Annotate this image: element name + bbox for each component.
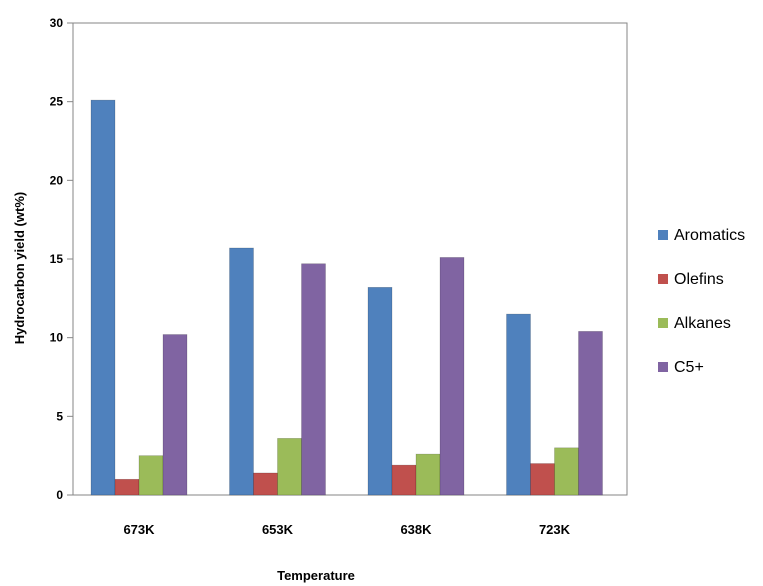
y-tick-label: 5 bbox=[56, 409, 63, 423]
legend-swatch bbox=[658, 274, 668, 284]
bar-olefins-2 bbox=[391, 464, 417, 496]
y-tick-label: 30 bbox=[50, 16, 64, 30]
bar-aromatics-1 bbox=[229, 247, 254, 496]
legend-swatch bbox=[658, 318, 668, 328]
legend-label: Aromatics bbox=[674, 227, 745, 244]
legend-label: Olefins bbox=[674, 271, 724, 288]
bar-aromatics-3 bbox=[506, 313, 531, 496]
bar-c5-2 bbox=[439, 257, 465, 496]
x-axis-categories: 673K 653K 638K 723K bbox=[123, 522, 570, 537]
bar-c5-1 bbox=[301, 263, 326, 496]
bar-alkanes-0 bbox=[138, 455, 164, 496]
bar-olefins-3 bbox=[530, 463, 555, 496]
legend-swatch bbox=[658, 362, 668, 372]
legend-label: C5+ bbox=[674, 359, 704, 376]
y-tick-label: 15 bbox=[50, 252, 64, 266]
bar-alkanes-3 bbox=[554, 447, 579, 496]
legend-swatch bbox=[658, 230, 668, 240]
x-category-label: 673K bbox=[123, 522, 155, 537]
bar-alkanes-2 bbox=[415, 453, 441, 496]
bar-aromatics-2 bbox=[367, 287, 393, 496]
bar-c5-3 bbox=[578, 331, 603, 496]
x-axis-title: Temperature bbox=[277, 568, 355, 583]
y-tick-label: 25 bbox=[50, 95, 64, 109]
y-tick-label: 20 bbox=[50, 173, 64, 187]
bar-olefins-0 bbox=[114, 478, 140, 496]
x-category-label: 653K bbox=[262, 522, 294, 537]
y-axis-ticks: 0 5 10 15 20 25 30 bbox=[50, 16, 73, 502]
bar-alkanes-1 bbox=[277, 438, 302, 496]
y-axis-title: Hydrocarbon yield (wt%) bbox=[12, 192, 27, 344]
bar-aromatics-0 bbox=[90, 99, 116, 496]
plot-area bbox=[72, 22, 628, 496]
plot-frame bbox=[72, 22, 628, 496]
bar-c5-0 bbox=[162, 334, 188, 496]
bar-olefins-1 bbox=[253, 472, 278, 496]
legend: Aromatics Olefins Alkanes C5+ bbox=[658, 227, 745, 376]
legend-label: Alkanes bbox=[674, 315, 731, 332]
y-tick-label: 0 bbox=[56, 488, 63, 502]
x-category-label: 723K bbox=[539, 522, 571, 537]
y-tick-label: 10 bbox=[50, 331, 64, 345]
x-category-label: 638K bbox=[400, 522, 432, 537]
